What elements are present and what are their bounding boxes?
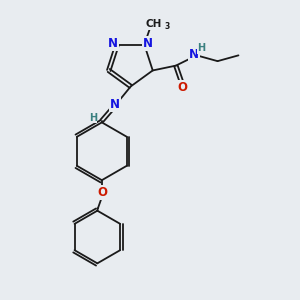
Text: N: N — [110, 98, 120, 111]
Text: O: O — [98, 186, 107, 199]
Text: H: H — [197, 43, 206, 53]
Text: 3: 3 — [164, 22, 170, 31]
Text: H: H — [89, 112, 97, 123]
Text: N: N — [108, 37, 118, 50]
Text: CH: CH — [146, 19, 162, 29]
Text: O: O — [177, 81, 187, 94]
Text: N: N — [189, 48, 199, 61]
Text: N: N — [143, 37, 153, 50]
